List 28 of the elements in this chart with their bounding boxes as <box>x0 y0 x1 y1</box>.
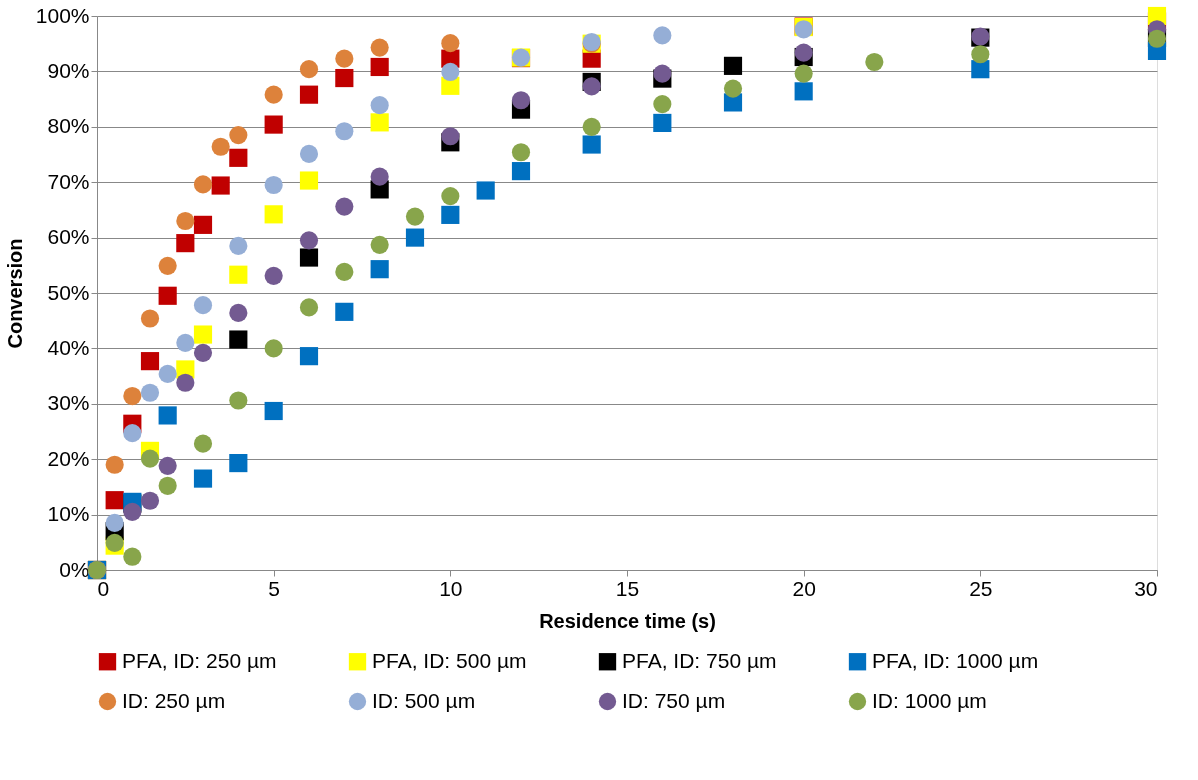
legend-label: ID: 1000 µm <box>872 688 987 712</box>
legend-label: PFA, ID: 750 µm <box>622 648 777 672</box>
legend-label: ID: 750 µm <box>622 688 726 712</box>
legend-label: PFA, ID: 1000 µm <box>872 648 1039 672</box>
y-tick-label: 90% <box>47 58 90 82</box>
x-tick-label: 0 <box>97 576 110 600</box>
x-axis-title: Residence time (s) <box>539 609 716 632</box>
x-tick-label: 10 <box>439 576 463 600</box>
y-tick-label: 0% <box>59 557 90 581</box>
y-tick-label: 60% <box>47 225 90 249</box>
legend-label: PFA, ID: 250 µm <box>122 648 277 672</box>
y-tick-label: 10% <box>47 502 90 526</box>
x-tick-label: 15 <box>615 576 640 600</box>
y-axis-title: Conversion <box>3 238 26 349</box>
legend-label: ID: 250 µm <box>122 688 226 712</box>
y-tick-label: 40% <box>47 335 90 359</box>
x-tick-label: 20 <box>792 576 816 600</box>
legend-label: ID: 500 µm <box>372 688 476 712</box>
y-tick-label: 30% <box>47 391 90 415</box>
y-tick-label: 50% <box>47 280 90 304</box>
x-tick-label: 30 <box>1134 576 1158 600</box>
x-tick-label: 5 <box>268 576 281 600</box>
legend-label: PFA, ID: 500 µm <box>372 648 527 672</box>
y-tick-label: 20% <box>47 446 90 470</box>
y-tick-label: 70% <box>47 169 90 193</box>
y-tick-label: 80% <box>47 114 90 138</box>
x-tick-label: 25 <box>969 576 993 600</box>
y-tick-label: 100% <box>35 3 90 27</box>
